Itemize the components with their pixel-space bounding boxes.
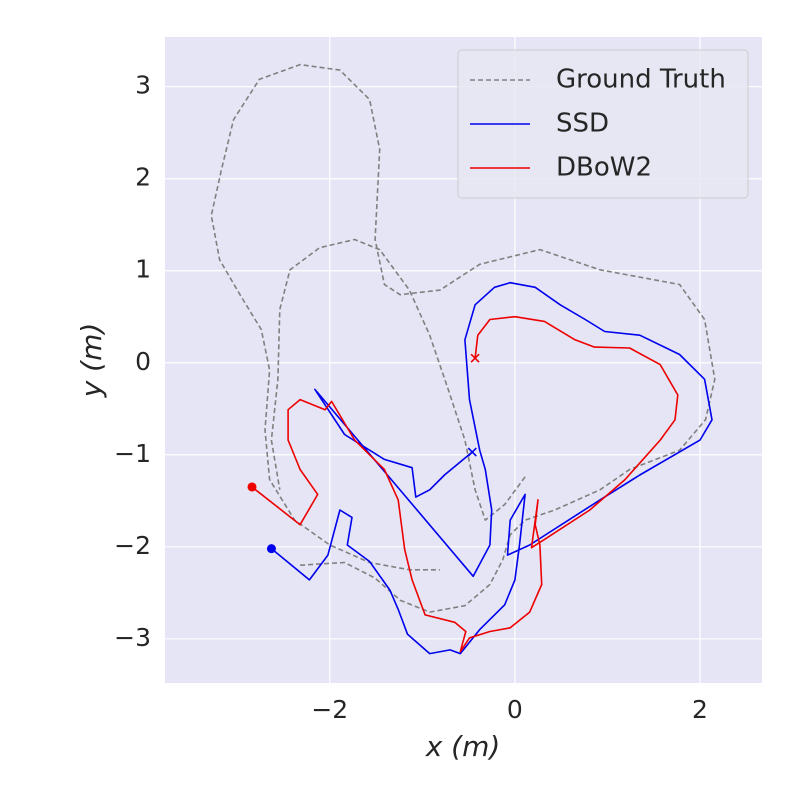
y-tick-label: −1 bbox=[114, 439, 151, 468]
legend-label: Ground Truth bbox=[556, 65, 726, 95]
y-tick-label: 1 bbox=[135, 255, 151, 284]
legend-label: SSD bbox=[556, 109, 609, 139]
trajectory-line bbox=[210, 63, 716, 613]
legend-label: DBoW2 bbox=[556, 153, 652, 183]
end-marker bbox=[467, 447, 477, 457]
x-axis-label: x (m) bbox=[425, 730, 501, 763]
y-tick-label: −2 bbox=[114, 531, 151, 560]
y-tick-label: 3 bbox=[135, 71, 151, 100]
start-marker bbox=[266, 544, 276, 554]
x-tick-label: 0 bbox=[507, 695, 523, 724]
series-lines bbox=[210, 63, 716, 655]
start-marker bbox=[247, 482, 257, 492]
y-axis-label: y (m) bbox=[75, 323, 108, 399]
x-tick-label: −2 bbox=[311, 695, 348, 724]
y-tick-label: 2 bbox=[135, 163, 151, 192]
y-tick-label: 0 bbox=[135, 347, 151, 376]
legend-box bbox=[457, 49, 749, 199]
trajectory-line bbox=[251, 315, 679, 653]
y-tick-label: −3 bbox=[114, 623, 151, 652]
trajectory-line bbox=[270, 281, 713, 655]
ticks: −2 0 2 −3 −2 −1 0 1 2 3 bbox=[114, 71, 708, 724]
end-marker bbox=[470, 353, 480, 363]
legend: Ground Truth SSD DBoW2 bbox=[457, 49, 749, 199]
x-tick-label: 2 bbox=[692, 695, 708, 724]
